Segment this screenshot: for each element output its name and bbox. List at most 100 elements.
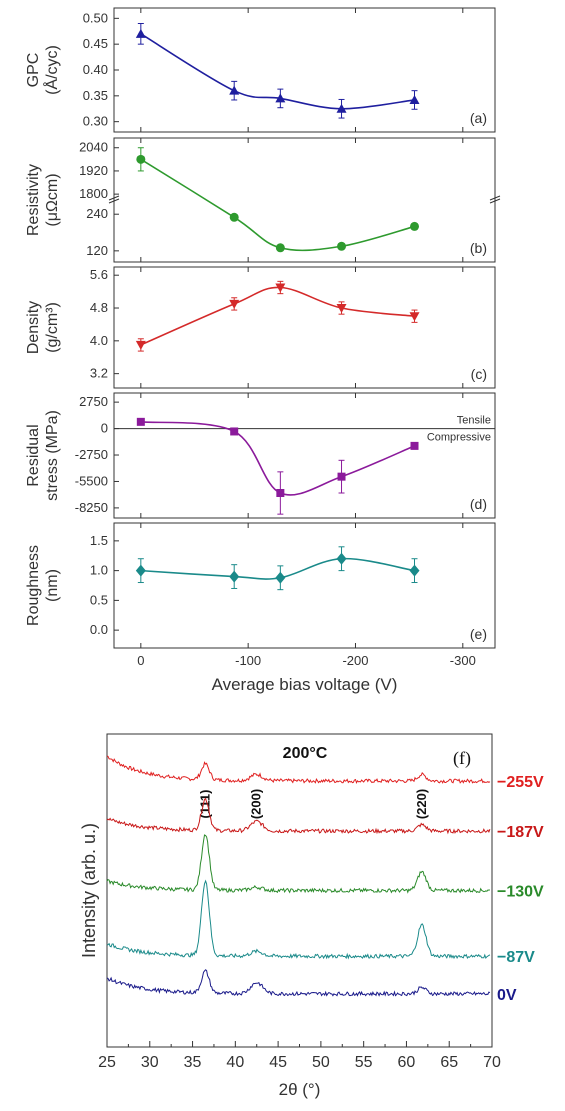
- xrd-series: [106, 834, 490, 894]
- panel-frame: [113, 7, 496, 133]
- x-tick-label: 60: [398, 1054, 416, 1071]
- y-tick-label: 3.2: [90, 366, 108, 381]
- panel-e: 0.0 0.5 1.0 1.5 Roughness (nm) (e): [25, 522, 496, 649]
- x-tick-label: 40: [226, 1054, 244, 1071]
- peak-label: (200): [249, 789, 264, 819]
- y-axis-label-line: (nm): [44, 569, 61, 602]
- y-tick-label: 1920: [79, 163, 108, 178]
- y-axis-label: Intensity (arb. u.): [79, 823, 99, 958]
- data-point: [410, 221, 420, 231]
- y-tick-label: 1800: [79, 186, 108, 201]
- y-tick-label: 0.45: [83, 36, 108, 51]
- y-axis-label-line: Residual: [25, 424, 42, 486]
- data-point: [336, 552, 347, 565]
- y-tick-label: 4.8: [90, 300, 108, 315]
- y-tick-label: 0.5: [90, 592, 108, 607]
- y-axis-label-line: stress (MPa): [44, 410, 61, 501]
- y-tick-label: -5500: [75, 473, 108, 488]
- panel-letter: (a): [470, 110, 487, 126]
- legend-label: 0V: [497, 987, 517, 1004]
- y-tick-label: 0.0: [90, 622, 108, 637]
- x-tick-label: 70: [483, 1054, 501, 1071]
- y-tick-label: 1.0: [90, 563, 108, 578]
- y-tick-label: -2750: [75, 447, 108, 462]
- x-tick-label: 50: [312, 1054, 330, 1071]
- x-tick-label: -100: [235, 653, 261, 668]
- data-point: [229, 299, 240, 309]
- data-point: [336, 103, 347, 113]
- data-point: [229, 85, 240, 95]
- data-point: [409, 94, 420, 104]
- data-point: [135, 564, 146, 577]
- axis-break-right: [489, 195, 501, 204]
- data-point: [135, 340, 146, 350]
- y-tick-label: 0.35: [83, 88, 108, 103]
- y-axis-label-line: Density: [25, 301, 42, 354]
- x-axis-label: 2θ (°): [279, 1080, 321, 1099]
- x-tick-label: 35: [184, 1054, 202, 1071]
- data-point: [337, 472, 346, 481]
- y-tick-label: 120: [86, 243, 108, 258]
- x-tick-label: 25: [98, 1054, 116, 1071]
- annotation-compressive: Compressive: [427, 432, 491, 444]
- data-point: [275, 93, 286, 103]
- y-tick-label: 0.30: [83, 114, 108, 129]
- y-tick-label: -8250: [75, 500, 108, 515]
- xrd-series: [106, 797, 491, 835]
- legend-label: −130V: [497, 884, 544, 901]
- y-tick-label: 0: [101, 421, 108, 436]
- y-tick-label: 4.0: [90, 333, 108, 348]
- y-axis-label: Density (g/cm³): [25, 301, 61, 354]
- data-point: [336, 304, 347, 314]
- y-axis-label: Resistivity (μΩcm): [25, 164, 61, 236]
- panel-letter: (c): [471, 366, 487, 382]
- axis-break-left: [108, 195, 120, 204]
- panel-a: 0.30 0.35 0.40 0.45 0.50 GPC (Å/cyc) (a): [25, 7, 496, 133]
- legend-label: −255V: [497, 774, 544, 791]
- data-point: [136, 154, 146, 164]
- data-point: [275, 283, 286, 293]
- data-point: [275, 243, 285, 253]
- x-tick-label: -200: [342, 653, 368, 668]
- y-tick-label: 0.40: [83, 62, 108, 77]
- x-tick-label: -300: [450, 653, 476, 668]
- panel-letter: (d): [470, 496, 487, 512]
- y-tick-label: 2750: [79, 394, 108, 409]
- data-point: [409, 312, 420, 322]
- y-tick-label: 2040: [79, 140, 108, 155]
- x-tick-label: 0: [137, 653, 144, 668]
- x-tick-label: 65: [440, 1054, 458, 1071]
- series-line: [140, 421, 415, 496]
- y-tick-label: 1.5: [90, 533, 108, 548]
- xrd-series: [106, 755, 491, 784]
- xrd-series: [106, 969, 491, 997]
- data-point: [275, 571, 286, 584]
- y-axis-label: Residual stress (MPa): [25, 410, 61, 501]
- panel-b: 120 240 1800 1920 2040 Resistivity (μΩcm) (b): [25, 137, 501, 263]
- y-axis-label-line: GPC: [25, 53, 42, 88]
- y-axis-label: Roughness (nm): [25, 545, 61, 626]
- y-axis-label: GPC (Å/cyc): [25, 45, 61, 95]
- data-point: [135, 28, 146, 38]
- x-tick-label: 55: [355, 1054, 373, 1071]
- panel-frame: [113, 392, 496, 519]
- panel-frame: [113, 137, 496, 263]
- peak-label: (111): [197, 790, 212, 819]
- series-line: [140, 33, 415, 110]
- legend-label: −87V: [497, 949, 535, 966]
- peak-label: (220): [414, 789, 429, 819]
- data-point: [409, 564, 420, 577]
- annotation-tensile: Tensile: [457, 415, 491, 427]
- data-point: [229, 212, 239, 222]
- y-axis-label-line: (Å/cyc): [42, 45, 61, 95]
- data-point: [230, 427, 239, 436]
- data-point: [276, 489, 285, 497]
- y-axis-label-line: Roughness: [25, 545, 42, 626]
- y-tick-label: 240: [86, 206, 108, 221]
- panel-f: 25 30 35 40 45 50 55 60 65 70 2θ (°) Intensity (arb…: [79, 733, 544, 1099]
- panel-frame: [113, 522, 496, 649]
- y-tick-label: 5.6: [90, 267, 108, 282]
- legend-label: −187V: [497, 824, 544, 841]
- panel-c: 3.2 4.0 4.8 5.6 Density (g/cm³) (c): [25, 266, 496, 389]
